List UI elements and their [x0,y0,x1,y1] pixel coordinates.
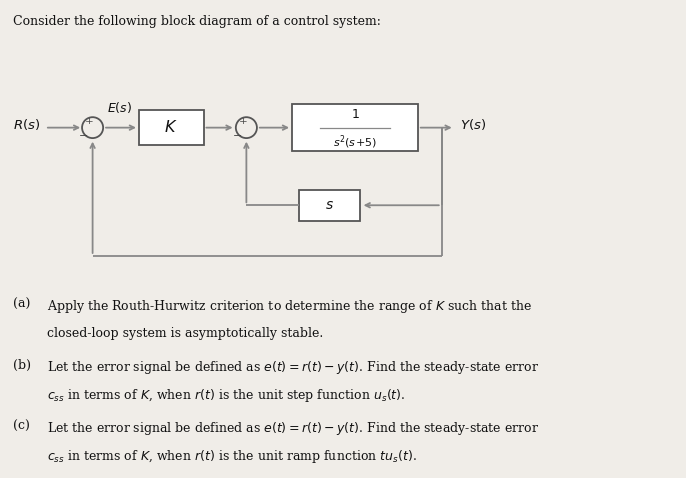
Text: $Y(s)$: $Y(s)$ [460,118,486,132]
Text: (b): (b) [13,359,31,372]
Text: $c_{ss}$ in terms of $K$, when $r(t)$ is the unit step function $u_s(t)$.: $c_{ss}$ in terms of $K$, when $r(t)$ is… [47,388,405,404]
Bar [299,190,360,221]
Text: (a): (a) [13,298,30,311]
Bar [292,104,418,151]
Text: +: + [239,117,248,126]
Text: $R(s)$: $R(s)$ [13,118,40,132]
Text: (c): (c) [13,420,30,433]
Text: +: + [85,117,93,126]
Text: closed-loop system is asymptotically stable.: closed-loop system is asymptotically sta… [47,327,323,340]
Text: −: − [79,131,88,141]
Text: $K$: $K$ [165,119,178,136]
Text: $s^2(s\!+\!5)$: $s^2(s\!+\!5)$ [333,133,377,151]
Text: Let the error signal be defined as $e(t) = r(t) - y(t)$. Find the steady-state e: Let the error signal be defined as $e(t)… [47,359,539,376]
Text: Apply the Routh-Hurwitz criterion to determine the range of $K$ such that the: Apply the Routh-Hurwitz criterion to det… [47,298,532,315]
Text: −: − [233,131,242,141]
Text: Consider the following block diagram of a control system:: Consider the following block diagram of … [13,15,381,28]
Text: $c_{ss}$ in terms of $K$, when $r(t)$ is the unit ramp function $tu_s(t)$.: $c_{ss}$ in terms of $K$, when $r(t)$ is… [47,448,417,465]
Text: $1$: $1$ [351,109,359,121]
Bar [139,110,204,145]
Text: $s$: $s$ [325,198,334,212]
Text: Let the error signal be defined as $e(t) = r(t) - y(t)$. Find the steady-state e: Let the error signal be defined as $e(t)… [47,420,539,437]
Text: $E(s)$: $E(s)$ [107,100,132,116]
